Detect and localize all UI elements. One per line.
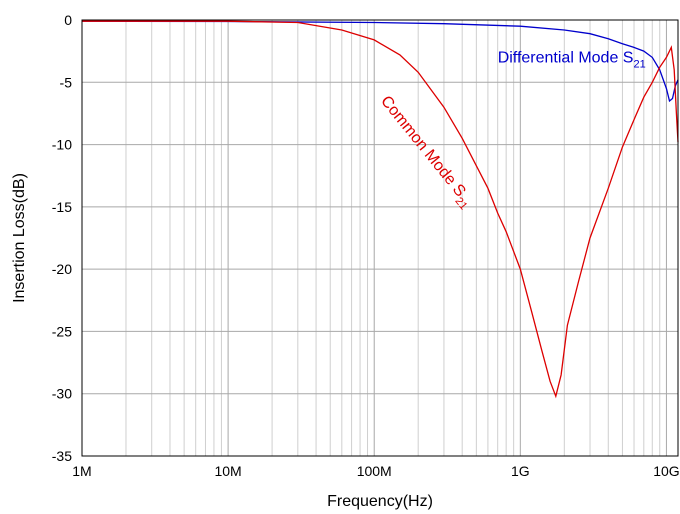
y-tick-label: -10 bbox=[52, 137, 72, 153]
series-label-subscript: 21 bbox=[633, 58, 645, 70]
y-tick-label: 0 bbox=[64, 12, 72, 28]
plot-frame bbox=[81, 19, 679, 457]
series-layer bbox=[81, 20, 679, 399]
series-line-1 bbox=[82, 20, 679, 399]
x-tick-label: 1G bbox=[511, 463, 530, 479]
x-tick-label: 1M bbox=[72, 463, 91, 479]
y-tick-label: -5 bbox=[60, 74, 73, 90]
x-tick-label: 10G bbox=[653, 463, 679, 479]
series-label-0: Differential Mode S21 bbox=[498, 49, 646, 70]
y-axis-title: Insertion Loss(dB) bbox=[11, 173, 28, 303]
y-tick-label: -35 bbox=[52, 448, 72, 464]
x-axis-title: Frequency(Hz) bbox=[327, 493, 433, 510]
tick-labels: 1M 10M 100M 1G 10G 0 -5 -10 -15 -20 -25 -30 -35 bbox=[52, 12, 680, 479]
x-tick-label: 10M bbox=[214, 463, 241, 479]
y-tick-label: -15 bbox=[52, 199, 72, 215]
series-label-subscript: 21 bbox=[452, 195, 469, 212]
series-label-text: Differential Mode S bbox=[498, 49, 634, 66]
y-tick-label: -20 bbox=[52, 261, 72, 277]
series-line-0 bbox=[81, 20, 679, 103]
y-tick-label: -30 bbox=[52, 386, 72, 402]
x-tick-label: 100M bbox=[357, 463, 392, 479]
y-tick-label: -25 bbox=[52, 323, 72, 339]
